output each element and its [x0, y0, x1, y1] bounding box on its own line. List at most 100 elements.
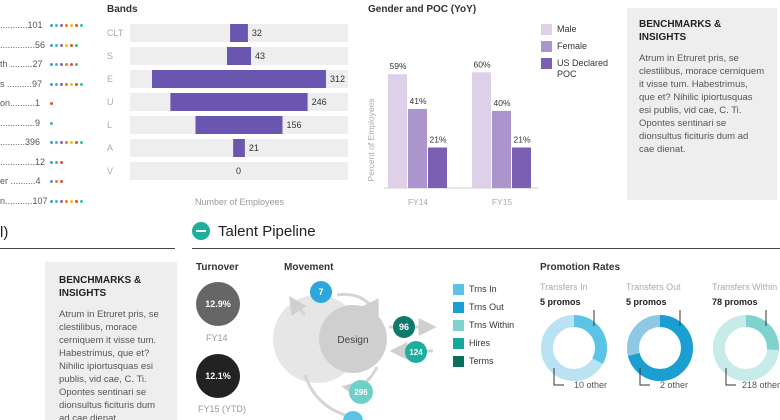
bands-track-V	[130, 162, 348, 180]
left-list-item: s ..........97	[0, 79, 100, 91]
benchmark-panel-top: BENCHMARKS & INSIGHTS Atrum in Etruret p…	[627, 8, 777, 200]
movement-node-296	[349, 380, 373, 404]
donut-promo-slice	[627, 315, 693, 381]
category-dot	[75, 43, 78, 47]
bands-value-label: 43	[255, 51, 265, 61]
category-dot	[75, 82, 78, 86]
bands-value-label: 246	[312, 97, 327, 107]
bands-value-label: 156	[287, 120, 302, 130]
donut-leader-top	[765, 310, 767, 326]
promotion-other: 218 other	[742, 380, 780, 390]
category-dot	[80, 82, 83, 86]
benchmark-body: Atrum in Etruret pris, se clestilibus, m…	[639, 53, 765, 155]
donut-percent-label: 71%	[647, 341, 673, 356]
bands-chart: CLT 32 S 43 E 312 U 246 L 156 A 21 V 0	[107, 24, 348, 180]
promotion-group: Transfers Out 5 promos 71% 2 other	[624, 280, 710, 420]
left-list-item: er ..........4	[0, 176, 100, 188]
left-list-item: ..............12	[0, 157, 100, 169]
bands-chart-title: Bands	[107, 4, 138, 15]
left-list-item-dots	[50, 43, 78, 47]
category-dot	[60, 180, 63, 183]
movement-center-label: Design	[337, 335, 368, 346]
bands-category-label: S	[107, 51, 113, 61]
movement-node-7-value: 7	[318, 287, 323, 297]
left-list-item-label: on..........1	[0, 98, 41, 108]
benchmark-title: BENCHMARKS & INSIGHTS	[59, 275, 142, 299]
category-dot	[50, 160, 53, 164]
left-list-item-dots	[50, 160, 63, 164]
turnover-fy14-value: 12.9%	[205, 299, 231, 309]
left-list-item: ...........101	[0, 20, 100, 32]
gender-value-label: 21%	[429, 135, 446, 145]
bands-bar-S	[227, 47, 251, 65]
promotion-donut: 26%	[713, 310, 779, 386]
category-dot	[75, 141, 78, 144]
legend-swatch	[453, 302, 464, 313]
gender-value-label: 41%	[409, 96, 426, 106]
bands-category-label: U	[107, 97, 114, 107]
benchmark-body: Atrum in Etruret pris, se clestilibus, m…	[59, 309, 159, 420]
category-dot	[55, 180, 58, 183]
promotion-donut: 33%	[541, 310, 607, 386]
movement-node-124	[405, 341, 427, 363]
movement-node-partial	[343, 411, 363, 420]
movement-node-7	[310, 281, 332, 303]
legend-swatch	[453, 320, 464, 331]
promotion-group: Transfers Within 78 promos 26% 218 other	[710, 280, 780, 420]
legend-swatch	[541, 41, 552, 52]
promotion-rates: Transfers In 5 promos 33% 10 other Transfers…	[538, 280, 780, 420]
legend-label: US Declared POC	[557, 58, 609, 79]
gender-bar-FY14-0	[388, 74, 407, 188]
category-dot	[55, 141, 58, 144]
talent-pipeline-icon	[192, 222, 210, 240]
category-dot	[50, 82, 53, 86]
promotion-group-name: Transfers In	[540, 282, 588, 292]
category-dot	[65, 63, 68, 66]
left-list-item-label: th .........27	[0, 59, 43, 69]
left-list-item: th .........27	[0, 59, 100, 71]
left-list-item-label: ..............12	[0, 156, 46, 167]
category-dot	[65, 141, 68, 144]
bands-bar-A	[233, 139, 245, 157]
left-list-item-dots	[50, 82, 83, 86]
category-dot	[75, 24, 78, 27]
promotion-promos: 5 promos	[626, 297, 667, 307]
turnover-fy14-label: FY14	[206, 333, 228, 343]
gender-bar-FY14-2	[428, 147, 447, 188]
bands-value-label: 32	[252, 28, 262, 38]
donut-percent-label: 33%	[561, 341, 587, 356]
category-dot	[70, 141, 73, 144]
promotion-group-name: Transfers Out	[626, 282, 681, 292]
movement-legend-item: Terms	[453, 356, 533, 368]
left-list-item: ..............9	[0, 118, 100, 130]
left-list-item-dots	[50, 141, 83, 144]
movement-node-96-value: 96	[399, 322, 409, 332]
gender-value-label: 59%	[389, 61, 406, 71]
movement-design-circle	[319, 305, 387, 373]
category-dot	[55, 82, 58, 86]
gender-chart-title: Gender and POC (YoY)	[368, 4, 477, 15]
turnover-fy15-label: FY15 (YTD)	[198, 404, 247, 414]
bands-bar-L	[195, 116, 283, 134]
legend-label: Female	[557, 41, 588, 51]
gender-value-label: 60%	[473, 59, 490, 69]
gender-category-label: FY15	[492, 197, 513, 207]
legend-swatch	[541, 24, 552, 35]
bands-category-label: E	[107, 74, 113, 84]
legend-label: Trns Within	[469, 320, 515, 330]
category-dot	[60, 43, 63, 47]
category-dot	[60, 141, 63, 144]
turnover-fy14-circle: 12.9%	[196, 282, 240, 326]
legend-swatch	[453, 284, 464, 295]
donut-leader-top	[679, 310, 681, 326]
donut-leader-bottom	[553, 368, 564, 386]
bands-bar-CLT	[230, 24, 248, 42]
movement-arc-top	[336, 292, 379, 319]
legend-swatch	[453, 338, 464, 349]
category-dot	[65, 82, 68, 86]
left-list-item-label: ..........396	[0, 137, 41, 147]
gender-value-label: 21%	[513, 135, 530, 145]
bands-value-label: 0	[236, 166, 241, 176]
promotion-other: 10 other	[574, 380, 608, 390]
left-list-item-label: ..............56	[0, 39, 46, 50]
